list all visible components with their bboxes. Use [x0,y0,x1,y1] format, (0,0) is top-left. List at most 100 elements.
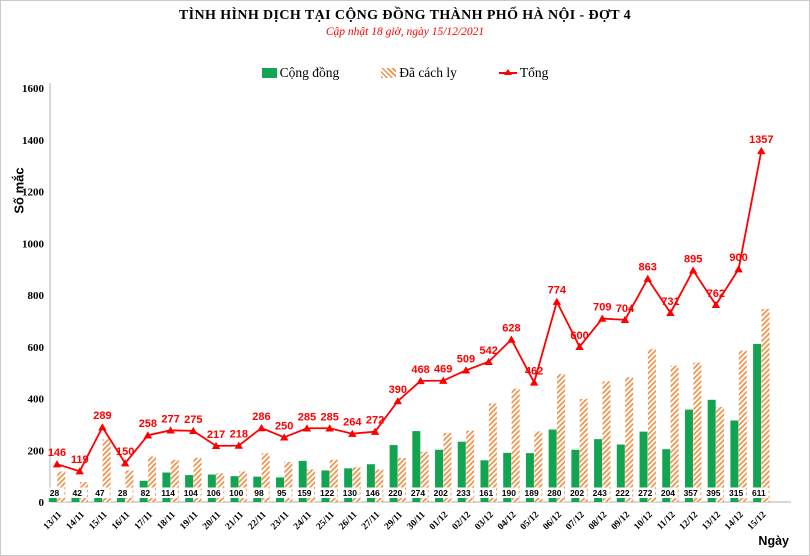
total-value-label: 895 [684,253,702,265]
y-tick-label: 0 [39,497,45,509]
x-tick-label: 18/11 [156,510,178,532]
bar-da-cach-ly [648,349,656,502]
x-tick-label: 08/12 [587,510,610,533]
cong-dong-value-label: 122 [320,488,334,498]
x-tick-label: 26/11 [337,510,359,532]
total-value-label: 762 [707,288,725,300]
total-value-label: 285 [298,411,316,423]
x-tick-label: 21/11 [224,510,246,532]
cong-dong-value-label: 611 [752,488,766,498]
cong-dong-value-label: 222 [615,488,629,498]
y-tick-label: 600 [28,342,45,354]
total-value-label: 900 [729,252,747,264]
x-tick-label: 09/12 [610,510,633,533]
total-value-label: 863 [639,262,657,274]
total-value-label: 390 [389,384,407,396]
total-value-label: 468 [411,364,429,376]
total-value-label: 250 [275,420,293,432]
total-marker [98,423,106,430]
bar-da-cach-ly [580,399,588,502]
cong-dong-value-label: 98 [254,488,264,498]
cong-dong-value-label: 190 [502,488,516,498]
x-tick-label: 13/12 [701,510,724,533]
cong-dong-value-label: 220 [388,488,402,498]
total-value-label: 272 [366,415,384,427]
cong-dong-value-label: 274 [411,488,425,498]
bar-da-cach-ly [762,309,770,502]
total-value-label: 628 [502,323,520,335]
cong-dong-value-label: 28 [118,488,128,498]
cong-dong-value-label: 189 [525,488,539,498]
total-marker [689,266,697,273]
x-tick-label: 03/12 [473,510,496,533]
cong-dong-value-label: 395 [706,488,720,498]
total-value-label: 542 [480,345,498,357]
x-tick-label: 01/12 [428,510,451,533]
total-value-label: 218 [230,429,248,441]
x-tick-label: 15/12 [746,510,769,533]
total-marker [507,336,515,343]
x-tick-label: 20/11 [201,510,223,532]
cong-dong-value-label: 204 [661,488,675,498]
total-marker [530,378,538,385]
total-value-label: 289 [93,410,111,422]
y-tick-label: 400 [28,394,45,406]
x-tick-label: 10/12 [632,510,655,533]
y-tick-label: 1200 [22,187,45,199]
x-axis-title: Ngày [758,534,789,548]
x-tick-label: 23/11 [269,510,291,532]
bar-da-cach-ly [625,377,633,502]
total-value-label: 119 [71,454,89,466]
y-tick-label: 200 [28,445,45,457]
total-value-label: 275 [184,414,202,426]
cong-dong-value-label: 42 [72,488,82,498]
x-tick-label: 13/11 [42,510,64,532]
cong-dong-value-label: 272 [638,488,652,498]
bar-da-cach-ly [739,351,747,502]
bar-da-cach-ly [557,374,565,502]
cong-dong-value-label: 357 [684,488,698,498]
total-value-label: 286 [252,411,270,423]
total-value-label: 277 [161,413,179,425]
cong-dong-value-label: 95 [277,488,287,498]
total-value-label: 469 [434,364,452,376]
y-tick-label: 1600 [22,83,45,95]
chart-frame: TÌNH HÌNH DỊCH TẠI CỘNG ĐỒNG THÀNH PHỐ H… [0,0,810,556]
x-tick-label: 14/11 [65,510,87,532]
cong-dong-value-label: 159 [297,488,311,498]
cong-dong-value-label: 82 [141,488,151,498]
y-tick-label: 1400 [22,135,45,147]
total-value-label: 285 [320,411,338,423]
x-tick-label: 06/12 [542,510,565,533]
x-tick-label: 29/11 [383,510,405,532]
cong-dong-value-label: 106 [206,488,220,498]
x-tick-label: 22/11 [247,510,269,532]
cong-dong-value-label: 243 [593,488,607,498]
bar-cong-dong [753,344,761,502]
total-value-label: 217 [207,429,225,441]
total-value-label: 731 [661,296,679,308]
total-value-label: 258 [139,418,157,430]
total-value-label: 462 [525,365,543,377]
total-marker [53,460,61,467]
x-tick-label: 17/11 [133,510,155,532]
total-value-label: 509 [457,353,475,365]
y-tick-label: 1000 [22,238,45,250]
x-tick-label: 07/12 [564,510,587,533]
cong-dong-value-label: 280 [547,488,561,498]
x-tick-label: 16/11 [110,510,132,532]
total-marker [734,265,742,272]
bar-da-cach-ly [602,381,610,502]
x-tick-label: 19/11 [178,510,200,532]
total-value-label: 264 [343,417,362,429]
bar-cong-dong [708,400,716,502]
total-value-label: 600 [570,330,588,342]
x-tick-label: 30/11 [406,510,428,532]
cong-dong-value-label: 202 [434,488,448,498]
total-marker [644,275,652,282]
y-tick-label: 800 [28,290,45,302]
cong-dong-value-label: 28 [50,488,60,498]
x-tick-label: 25/11 [315,510,337,532]
cong-dong-value-label: 233 [456,488,470,498]
cong-dong-value-label: 100 [229,488,243,498]
